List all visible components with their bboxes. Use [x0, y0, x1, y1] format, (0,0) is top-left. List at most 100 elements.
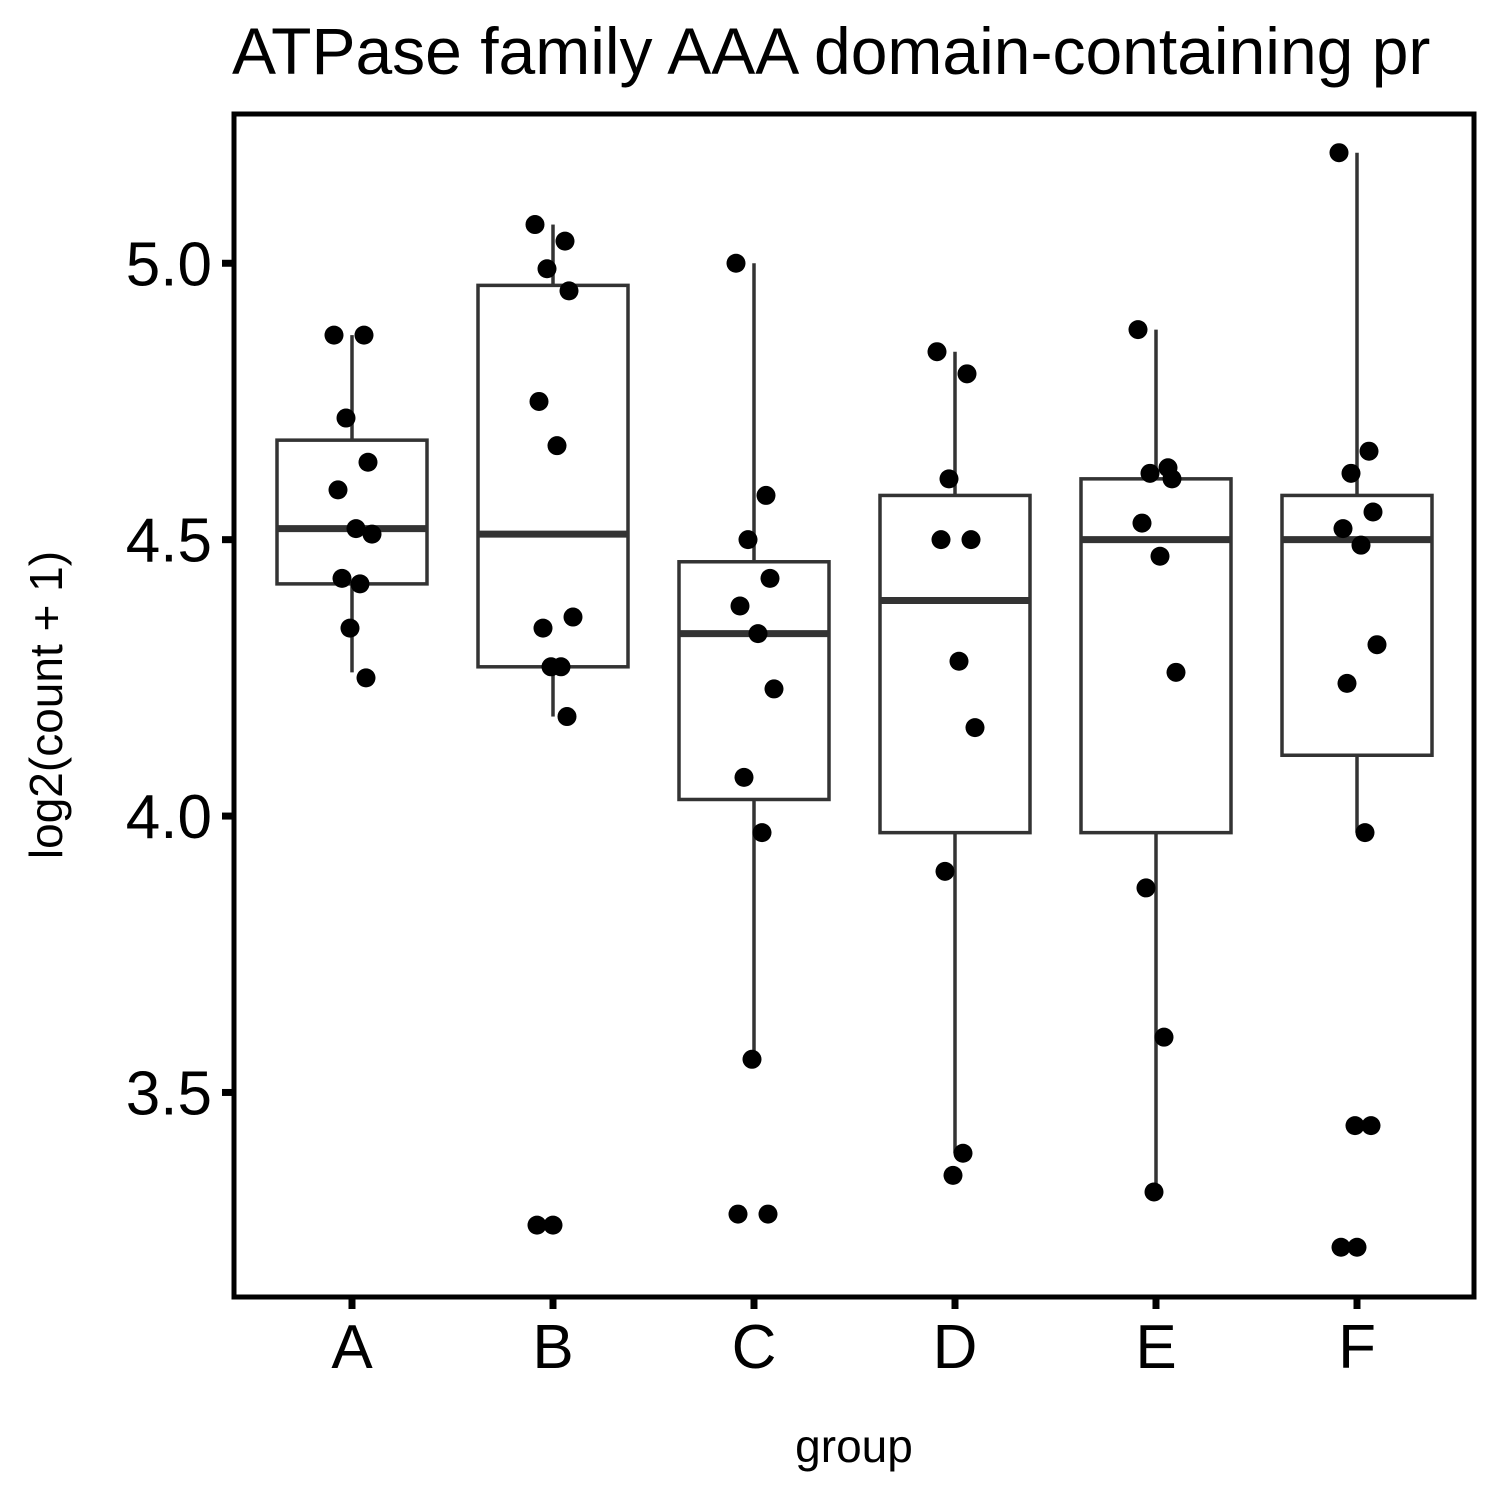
data-point	[555, 231, 575, 251]
data-point	[547, 436, 567, 456]
x-tick-label: A	[331, 1313, 373, 1382]
data-point	[758, 1204, 778, 1224]
data-point	[1150, 546, 1170, 566]
box	[1280, 493, 1434, 758]
data-point	[734, 767, 754, 787]
data-point	[1136, 878, 1156, 898]
data-point	[728, 1204, 748, 1224]
data-point	[1363, 502, 1383, 522]
data-point	[949, 651, 969, 671]
data-point	[742, 1049, 762, 1069]
x-axis-title: group	[795, 1420, 913, 1472]
data-point	[543, 1215, 563, 1235]
box	[677, 560, 831, 802]
points-group-A	[324, 325, 382, 688]
data-point	[1140, 463, 1160, 483]
data-point	[1132, 513, 1152, 533]
box	[1079, 477, 1233, 835]
box-group-F	[1280, 152, 1434, 833]
data-point	[1361, 1116, 1381, 1136]
data-point	[529, 391, 549, 411]
y-tick-label: 4.0	[126, 783, 212, 852]
box-group-C	[677, 263, 831, 1060]
box-group-A	[275, 335, 429, 673]
data-point	[953, 1143, 973, 1163]
data-point	[557, 707, 577, 727]
x-tick-label: E	[1135, 1313, 1176, 1382]
data-point	[332, 568, 352, 588]
data-point	[350, 574, 370, 594]
data-point	[943, 1165, 963, 1185]
points-group-D	[927, 342, 985, 1185]
data-point	[541, 657, 561, 677]
y-axis-title: log2(count + 1)	[20, 551, 72, 859]
x-tick-label: F	[1338, 1313, 1376, 1382]
data-point	[1341, 463, 1361, 483]
plot-panel	[231, 111, 1477, 1300]
data-point	[1333, 519, 1353, 539]
x-tick-label: B	[532, 1313, 573, 1382]
data-point	[559, 281, 579, 301]
data-point	[362, 524, 382, 544]
chart-title: ATPase family AAA domain-containing pr	[232, 14, 1430, 88]
data-point	[1337, 673, 1357, 693]
data-point	[1355, 823, 1375, 843]
box-group-E	[1079, 329, 1233, 1187]
data-point	[748, 624, 768, 644]
data-point	[1329, 143, 1349, 163]
data-point	[935, 861, 955, 881]
x-tick-label: C	[732, 1313, 777, 1382]
data-point	[1162, 469, 1182, 489]
data-point	[354, 325, 374, 345]
y-tick-label: 5.0	[126, 230, 212, 299]
plot-marks	[275, 143, 1434, 1257]
data-point	[931, 530, 951, 550]
data-point	[1347, 1237, 1367, 1257]
data-point	[336, 408, 356, 428]
data-point	[346, 519, 366, 539]
data-point	[563, 607, 583, 627]
box	[275, 438, 429, 586]
data-point	[1154, 1027, 1174, 1047]
x-axis: A B C D E F	[331, 1297, 1376, 1382]
data-point	[939, 469, 959, 489]
data-point	[1128, 320, 1148, 340]
y-tick-label: 3.5	[126, 1059, 212, 1128]
data-point	[340, 618, 360, 638]
data-point	[1359, 441, 1379, 461]
data-point	[752, 823, 772, 843]
points-group-E	[1128, 320, 1186, 1202]
data-point	[1367, 635, 1387, 655]
data-point	[965, 718, 985, 738]
data-point	[764, 679, 784, 699]
data-point	[527, 1215, 547, 1235]
data-point	[927, 342, 947, 362]
data-point	[1331, 1237, 1351, 1257]
data-point	[525, 215, 545, 235]
data-point	[1351, 535, 1371, 555]
points-group-B	[525, 215, 583, 1235]
box	[476, 283, 630, 669]
y-tick-label: 4.5	[126, 507, 212, 576]
data-point	[756, 485, 776, 505]
data-point	[356, 668, 376, 688]
data-point	[738, 530, 758, 550]
data-point	[961, 530, 981, 550]
data-point	[533, 618, 553, 638]
data-point	[1166, 662, 1186, 682]
data-point	[730, 596, 750, 616]
data-point	[760, 568, 780, 588]
data-point	[324, 325, 344, 345]
x-tick-label: D	[933, 1313, 978, 1382]
data-point	[726, 253, 746, 273]
data-point	[957, 364, 977, 384]
data-point	[1144, 1182, 1164, 1202]
data-point	[537, 259, 557, 279]
points-group-F	[1329, 143, 1387, 1257]
box-group-B	[476, 224, 630, 717]
points-group-C	[726, 253, 784, 1224]
data-point	[1345, 1116, 1365, 1136]
data-point	[358, 452, 378, 472]
data-point	[328, 480, 348, 500]
